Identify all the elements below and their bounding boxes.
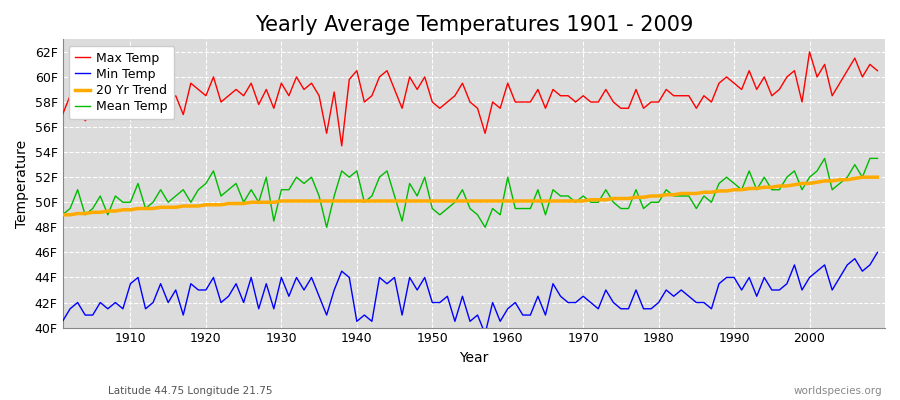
20 Yr Trend bbox=[284, 199, 294, 204]
Title: Yearly Average Temperatures 1901 - 2009: Yearly Average Temperatures 1901 - 2009 bbox=[255, 15, 693, 35]
20 Yr Trend bbox=[872, 175, 883, 180]
Max Temp bbox=[337, 144, 347, 148]
Min Temp bbox=[502, 306, 513, 311]
Line: Min Temp: Min Temp bbox=[62, 252, 878, 334]
Mean Temp bbox=[600, 187, 611, 192]
Max Temp bbox=[872, 68, 883, 73]
Max Temp bbox=[804, 50, 814, 54]
20 Yr Trend bbox=[118, 207, 129, 212]
Legend: Max Temp, Min Temp, 20 Yr Trend, Mean Temp: Max Temp, Min Temp, 20 Yr Trend, Mean Te… bbox=[68, 46, 174, 120]
Max Temp bbox=[284, 93, 294, 98]
Max Temp bbox=[328, 90, 339, 94]
Mean Temp bbox=[321, 225, 332, 230]
Min Temp bbox=[284, 294, 294, 299]
Line: Max Temp: Max Temp bbox=[62, 52, 878, 146]
Mean Temp bbox=[510, 206, 521, 211]
Y-axis label: Temperature: Temperature bbox=[15, 139, 29, 228]
Mean Temp bbox=[872, 156, 883, 161]
Mean Temp bbox=[57, 212, 68, 217]
Min Temp bbox=[57, 319, 68, 324]
Max Temp bbox=[57, 112, 68, 117]
X-axis label: Year: Year bbox=[459, 351, 489, 365]
Max Temp bbox=[118, 102, 129, 107]
Min Temp bbox=[600, 288, 611, 292]
Mean Temp bbox=[337, 168, 347, 173]
20 Yr Trend bbox=[502, 199, 513, 204]
20 Yr Trend bbox=[495, 199, 506, 204]
Max Temp bbox=[510, 100, 521, 104]
Text: Latitude 44.75 Longitude 21.75: Latitude 44.75 Longitude 21.75 bbox=[108, 386, 273, 396]
20 Yr Trend bbox=[57, 212, 68, 217]
Max Temp bbox=[502, 81, 513, 86]
Mean Temp bbox=[118, 200, 129, 205]
Min Temp bbox=[328, 288, 339, 292]
Mean Temp bbox=[819, 156, 830, 161]
Min Temp bbox=[872, 250, 883, 255]
Min Temp bbox=[510, 300, 521, 305]
Min Temp bbox=[480, 332, 491, 336]
Line: 20 Yr Trend: 20 Yr Trend bbox=[62, 177, 878, 215]
Max Temp bbox=[600, 87, 611, 92]
Text: worldspecies.org: worldspecies.org bbox=[794, 386, 882, 396]
Min Temp bbox=[118, 306, 129, 311]
20 Yr Trend bbox=[328, 199, 339, 204]
Mean Temp bbox=[502, 175, 513, 180]
20 Yr Trend bbox=[593, 197, 604, 202]
Mean Temp bbox=[284, 187, 294, 192]
Line: Mean Temp: Mean Temp bbox=[62, 158, 878, 227]
20 Yr Trend bbox=[857, 175, 868, 180]
